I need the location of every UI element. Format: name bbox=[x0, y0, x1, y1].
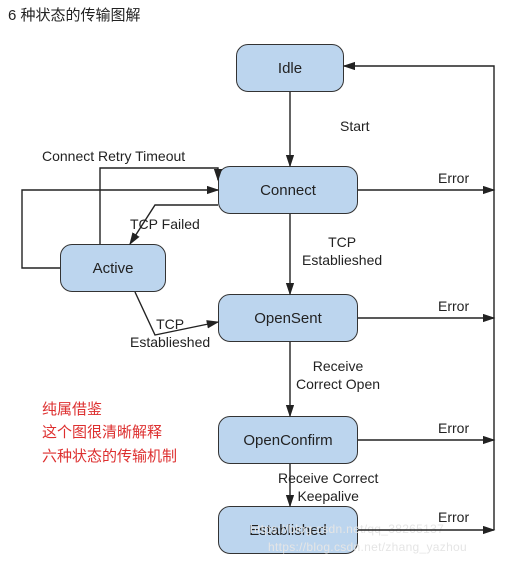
node-idle: Idle bbox=[236, 44, 344, 92]
label-start: Start bbox=[340, 118, 370, 136]
watermark-2: https://blog.csdn.net/zhang_yazhou bbox=[268, 540, 467, 554]
node-active-label: Active bbox=[93, 260, 134, 277]
node-openconfirm: OpenConfirm bbox=[218, 416, 358, 464]
node-opensent: OpenSent bbox=[218, 294, 358, 342]
node-connect: Connect bbox=[218, 166, 358, 214]
label-tcp-est-right: TCP Establieshed bbox=[302, 234, 382, 269]
label-err-openconfirm: Error bbox=[438, 420, 469, 438]
node-idle-label: Idle bbox=[278, 60, 302, 77]
label-recv-open: Receive Correct Open bbox=[296, 358, 380, 393]
page-title: 6 种状态的传输图解 bbox=[8, 4, 141, 25]
label-tcp-failed: TCP Failed bbox=[130, 216, 200, 234]
node-opensent-label: OpenSent bbox=[254, 310, 322, 327]
node-active: Active bbox=[60, 244, 166, 292]
label-recv-keep: Receive Correct Keepalive bbox=[278, 470, 378, 505]
node-openconfirm-label: OpenConfirm bbox=[243, 432, 332, 449]
label-err-connect: Error bbox=[438, 170, 469, 188]
label-retry: Connect Retry Timeout bbox=[42, 148, 185, 166]
watermark-1: https://blog.csdn.net/qq_38265137 bbox=[250, 522, 444, 536]
label-err-opensent: Error bbox=[438, 298, 469, 316]
annotation-red-note: 纯属借鉴 这个图很清晰解释 六种状态的传输机制 bbox=[42, 398, 177, 468]
node-connect-label: Connect bbox=[260, 182, 316, 199]
label-tcp-est-left: TCP Establieshed bbox=[130, 316, 210, 351]
edge-bus bbox=[344, 66, 494, 530]
